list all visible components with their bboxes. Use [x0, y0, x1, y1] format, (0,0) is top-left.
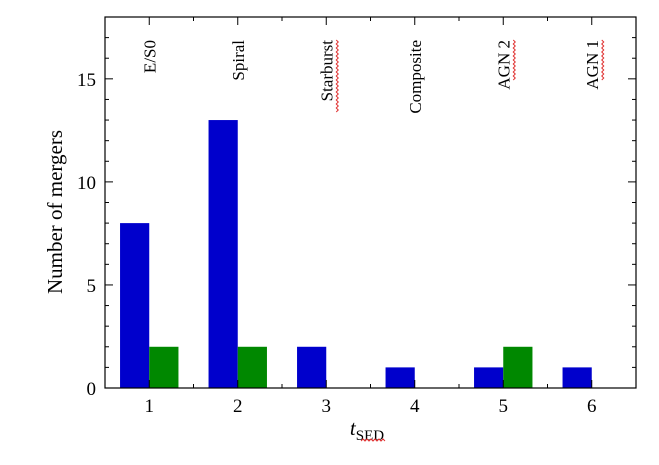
- category-label: AGN 1: [583, 40, 602, 90]
- bar-series2-5: [503, 346, 533, 388]
- x-tick-label: 3: [322, 396, 332, 417]
- x-tick-label: 1: [145, 396, 155, 417]
- x-tick-label: 4: [410, 396, 420, 417]
- bar-series1-2: [208, 120, 238, 389]
- category-labels: E/S0 Spiral Starburst Composite AGN 2 AGN 1: [140, 39, 605, 114]
- category-label: Composite: [406, 40, 425, 114]
- y-tick-label: 0: [87, 379, 97, 400]
- x-axis-title-spell-underline: [360, 438, 386, 442]
- bar-series1-5: [474, 367, 504, 388]
- x-axis-title-subscript: SED: [356, 428, 385, 444]
- x-tick-label: 2: [233, 396, 243, 417]
- bar-series1-4: [385, 367, 415, 388]
- x-tick-label: 5: [499, 396, 509, 417]
- category-label: AGN 2: [494, 40, 513, 90]
- bar-series1-6: [562, 367, 592, 388]
- y-tick-label: 15: [77, 70, 96, 91]
- category-label: Spiral: [229, 40, 248, 81]
- bars-group: [120, 120, 592, 389]
- bar-series2-2: [237, 346, 267, 388]
- category-label: E/S0: [140, 40, 159, 73]
- category-label-spell-underline: [512, 39, 516, 81]
- y-axis-title: Number of mergers: [43, 130, 67, 294]
- tick-labels: 1 2 3 4 5 6 0 5 10 15: [77, 70, 597, 417]
- category-label-spell-underline: [335, 39, 339, 113]
- x-tick-label: 6: [587, 396, 597, 417]
- axis-ticks: [105, 17, 636, 389]
- bar-series2-1: [149, 346, 179, 388]
- category-label: Starburst: [317, 40, 336, 102]
- y-tick-label: 5: [87, 276, 97, 297]
- plot-frame: [104, 16, 637, 389]
- category-label-spell-underline: [601, 39, 605, 81]
- bar-series1-1: [120, 223, 150, 388]
- y-tick-label: 10: [77, 173, 96, 194]
- x-axis-title: tSED: [350, 416, 384, 444]
- x-axis-title-main: t: [350, 416, 357, 440]
- bar-series1-3: [297, 346, 327, 388]
